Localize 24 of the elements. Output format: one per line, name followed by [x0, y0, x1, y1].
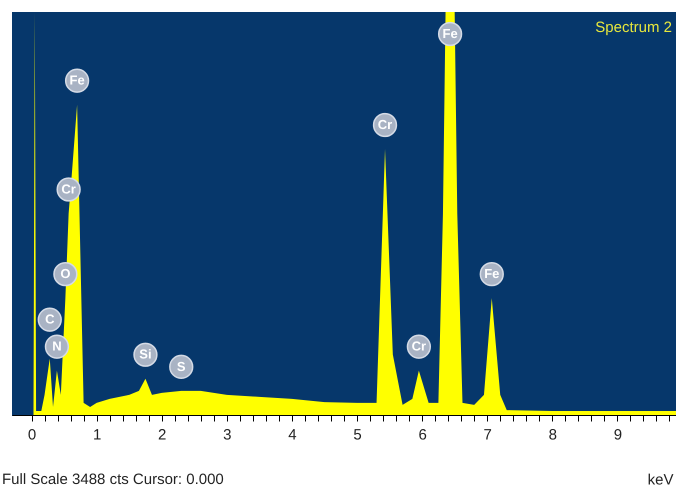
- annotation: S: [176, 358, 186, 374]
- annotation: Cr: [412, 338, 426, 354]
- annotation: Cr: [378, 117, 392, 132]
- annotation: Fe: [484, 266, 500, 282]
- x-tick-label: 3: [223, 426, 232, 444]
- x-tick-label: 4: [288, 426, 297, 444]
- annotation: C: [45, 312, 56, 327]
- text: Spectrum 2: [595, 19, 672, 36]
- annotation: Fe: [70, 72, 85, 88]
- x-axis-title: keV: [648, 472, 674, 488]
- text: Full Scale 3488 cts Cursor: 0.000: [2, 471, 224, 488]
- annotation: Si: [139, 346, 152, 362]
- annotation: O: [60, 266, 70, 282]
- x-tick-label: 8: [548, 426, 557, 444]
- x-tick-label: 6: [418, 426, 427, 444]
- x-tick-label: 1: [92, 426, 102, 444]
- annotation: Cr: [61, 182, 76, 196]
- x-tick-label: 5: [353, 426, 362, 444]
- x-tick-label: 7: [484, 426, 492, 444]
- x-tick-label: 0: [28, 426, 36, 444]
- x-tick-label: 2: [158, 426, 166, 444]
- x-tick-label: 9: [614, 426, 622, 444]
- annotation: Fe: [442, 26, 458, 41]
- annotation: N: [52, 338, 62, 354]
